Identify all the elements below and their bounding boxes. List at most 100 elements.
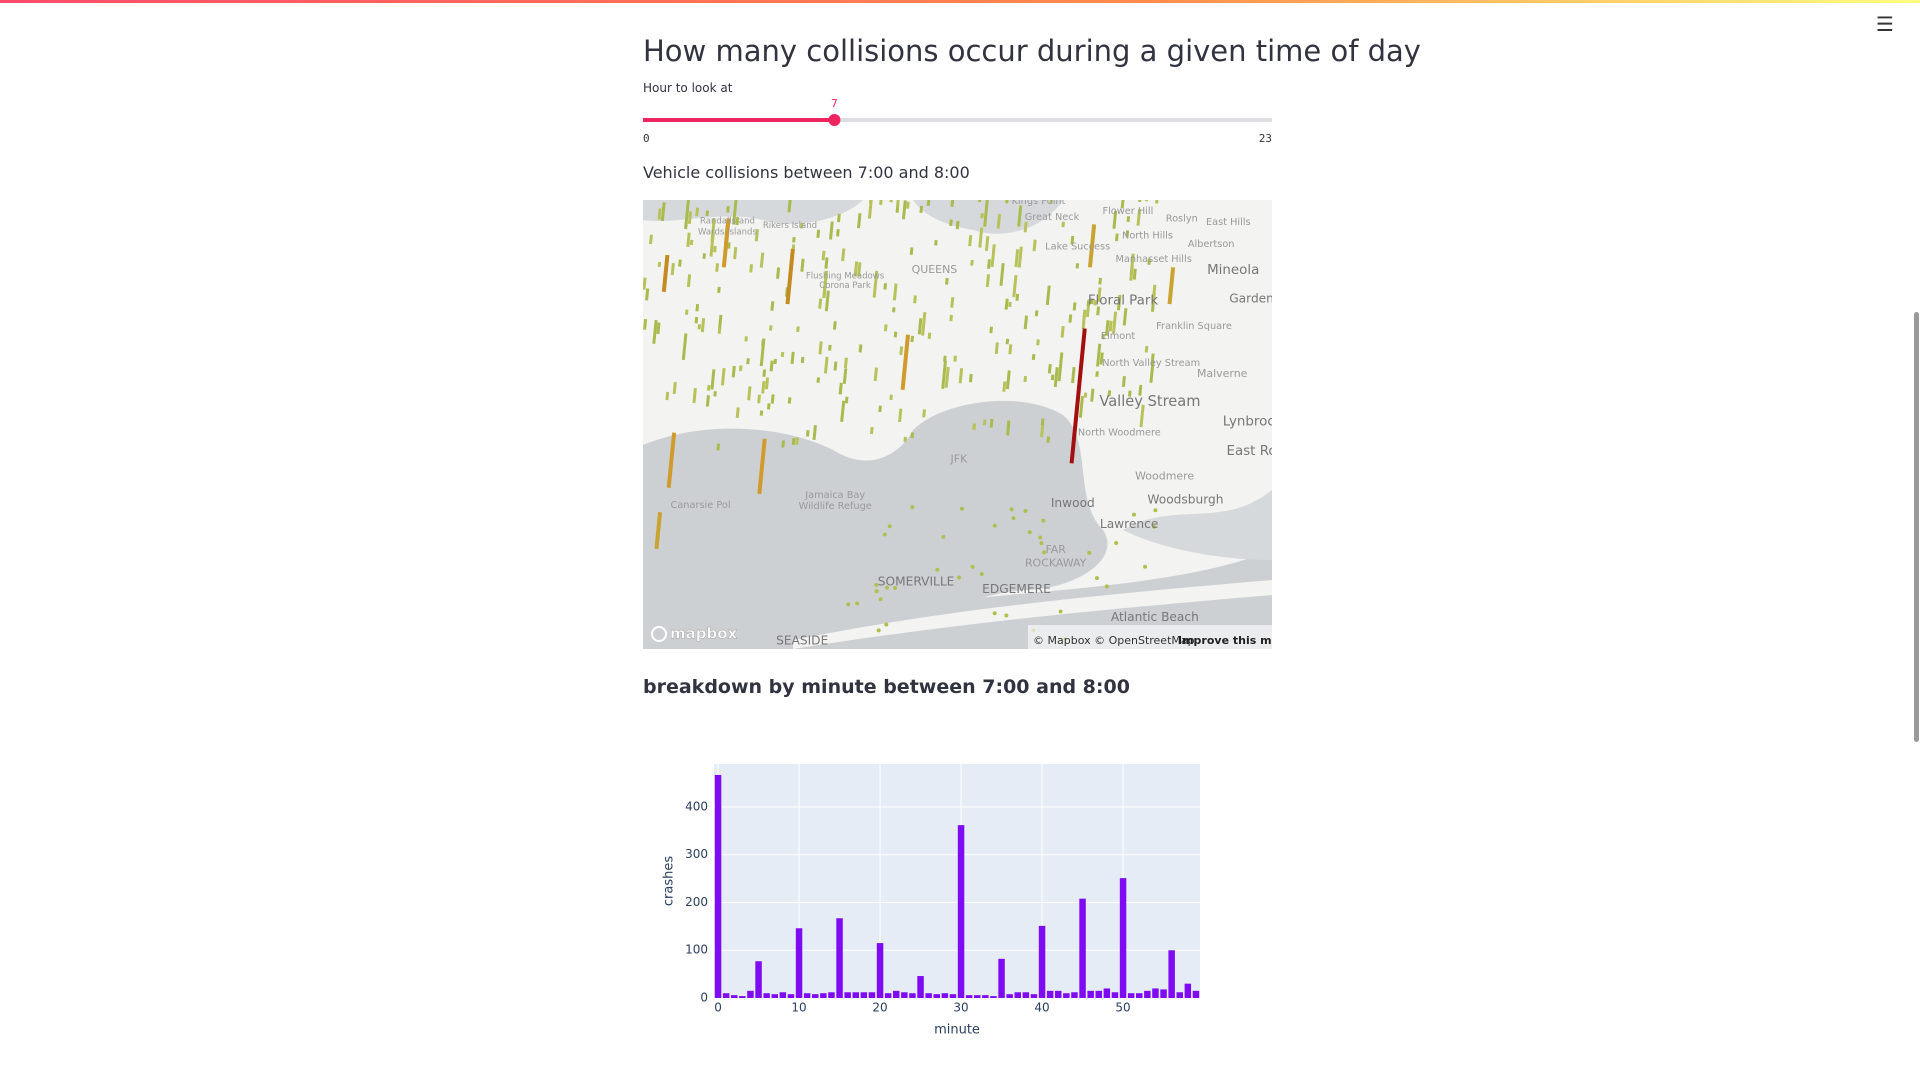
collision-column (717, 327, 722, 334)
collision-column (781, 440, 786, 448)
collision-column (1111, 311, 1118, 334)
collision-dot (855, 601, 860, 606)
collision-column (950, 200, 955, 207)
collision-column (1078, 395, 1084, 418)
collision-column (746, 358, 750, 365)
collision-column (718, 314, 723, 330)
collision-dot (876, 628, 881, 633)
bar (917, 976, 924, 998)
map-label: ROCKAWAY (1025, 557, 1087, 570)
x-tick-label: 20 (872, 1001, 887, 1015)
collision-column (913, 295, 917, 304)
map-label: Lynbroo (1223, 415, 1272, 430)
collision-dot (1058, 609, 1063, 614)
collision-column (1121, 376, 1126, 388)
collision-column (800, 356, 805, 364)
collision-column (922, 409, 926, 418)
bar (1103, 988, 1111, 998)
collision-column (709, 231, 715, 257)
bar (828, 992, 835, 998)
map-label: North Hills (1122, 231, 1173, 242)
slider-label: Hour to look at (643, 81, 733, 95)
collision-column (994, 342, 999, 355)
menu-button[interactable]: ☰ (1876, 12, 1894, 36)
collision-column (731, 365, 736, 378)
bar (771, 994, 778, 998)
collision-column (1107, 390, 1112, 397)
collision-column (816, 377, 821, 383)
bar (974, 995, 981, 998)
collision-column (654, 512, 663, 550)
collision-column (1096, 343, 1102, 367)
map-label: East Hills (1206, 217, 1251, 228)
collision-column (996, 213, 1002, 229)
collision-column (832, 321, 837, 330)
bar (1071, 992, 1078, 998)
collision-column (695, 304, 700, 312)
collision-column (1167, 267, 1176, 305)
collision-column (1087, 224, 1097, 268)
map-label: Jamaica Bay (804, 490, 865, 501)
collision-column (787, 397, 792, 404)
collision-column (838, 382, 843, 395)
bar (1055, 990, 1062, 998)
slider[interactable]: 7 0 23 (630, 95, 1290, 155)
collision-column (686, 232, 691, 248)
chart: 0 100 200 300 400 0 10 20 30 40 50 minute crashes (662, 764, 1200, 1038)
collision-column (1014, 249, 1020, 268)
collision-column (901, 200, 907, 220)
collision-column (670, 262, 675, 276)
collision-column (649, 234, 653, 245)
collision-column (1095, 371, 1099, 377)
collision-column (769, 360, 774, 372)
collision-dot (1041, 518, 1046, 523)
collision-column (1122, 308, 1128, 326)
collision-column (1144, 345, 1149, 353)
collision-column (762, 369, 767, 377)
map-label: Lake Success (1045, 242, 1110, 253)
collision-column (1036, 339, 1040, 346)
collision-column (970, 259, 974, 266)
collision-column (702, 253, 707, 259)
mapbox-logo (651, 626, 667, 642)
collision-column (857, 262, 862, 277)
bay-water (643, 400, 1108, 649)
scrollbar[interactable] (1914, 312, 1919, 742)
collision-dot (941, 534, 946, 539)
bar (884, 993, 892, 998)
collision-column (1069, 328, 1087, 464)
collision-column (705, 395, 710, 407)
map-label: Malverne (1197, 367, 1248, 380)
map[interactable]: Kings Point Great Neck Flower Hill Roslyn Ea… (643, 200, 1272, 649)
collision-column (1097, 287, 1102, 302)
collision-column (1090, 388, 1095, 402)
collision-dot (1104, 584, 1109, 589)
collision-column (1046, 436, 1051, 443)
collision-column (953, 355, 957, 362)
collision-dot (887, 524, 892, 529)
attribution-box (1028, 625, 1272, 649)
collision-column (795, 437, 799, 445)
collision-column (1040, 418, 1045, 426)
collision-column (770, 394, 775, 404)
bar (852, 992, 859, 998)
collision-dot (1114, 541, 1119, 546)
collision-dot (1009, 507, 1014, 512)
collision-column (656, 322, 661, 335)
collision-column (833, 361, 838, 371)
collision-column (895, 200, 900, 208)
collision-column (1017, 205, 1023, 227)
collision-column (1004, 298, 1009, 310)
sound-water (643, 200, 863, 224)
collision-column (917, 318, 923, 335)
collision-column (843, 357, 848, 369)
x-tick-label: 10 (791, 1001, 806, 1015)
slider-thumb[interactable] (828, 114, 841, 126)
collision-dot (1038, 535, 1043, 540)
collision-dot (1152, 524, 1157, 529)
improve-map-link[interactable]: Improve this map (1178, 634, 1272, 647)
collision-column (955, 220, 960, 230)
collision-column (726, 205, 730, 213)
collision-column (1129, 265, 1134, 281)
collision-column (1149, 360, 1155, 383)
